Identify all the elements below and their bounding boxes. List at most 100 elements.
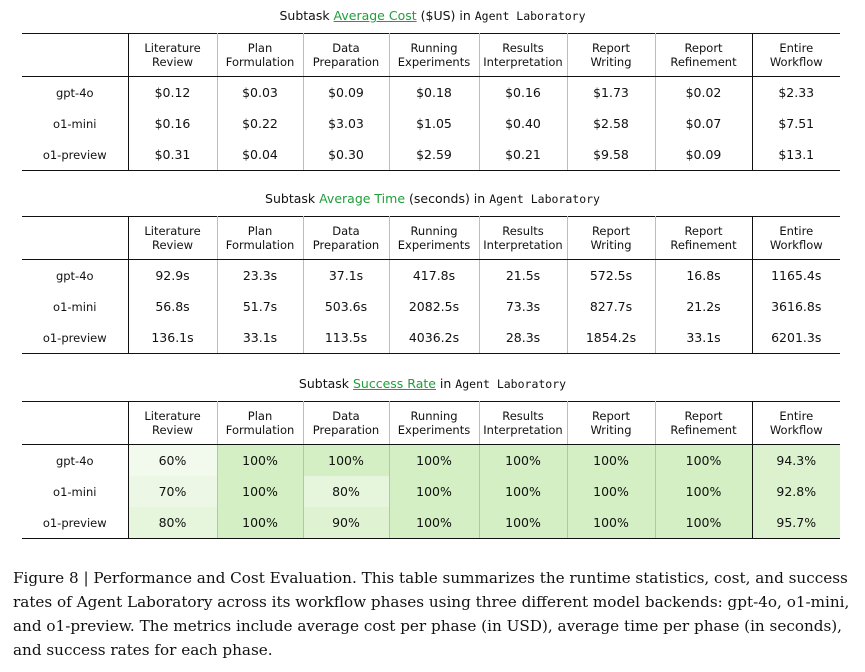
value-cell: $0.30 — [303, 139, 390, 171]
column-header: Report Refinement — [655, 33, 752, 77]
success-rate-table: Literature Review Plan Formulation Data Prepa… — [22, 401, 840, 539]
table-row: o1-mini $0.16 $0.22 $3.03 $1.05 $0.40 $2.58 $0.… — [22, 108, 840, 139]
title-system-name: Agent Laboratory — [489, 192, 600, 206]
corner-cell — [22, 401, 129, 445]
value-cell: 33.1s — [217, 322, 304, 354]
column-header: Plan Formulation — [217, 216, 304, 260]
column-header-line: Writing — [590, 423, 632, 437]
value-cell: 100% — [389, 444, 480, 476]
value-cell: 92.9s — [128, 259, 218, 291]
title-highlight: Success Rate — [353, 376, 436, 391]
column-header-line: Report — [684, 409, 723, 423]
value-cell: 100% — [389, 507, 480, 539]
value-cell: 100% — [567, 476, 656, 507]
value-cell: $0.16 — [128, 108, 218, 139]
time-table: Literature Review Plan Formulation Data Prepa… — [22, 216, 840, 354]
column-header: Running Experiments — [389, 216, 480, 260]
column-header: Running Experiments — [389, 401, 480, 445]
column-header-line: Workflow — [769, 423, 823, 437]
column-header-line: Running — [410, 224, 458, 238]
value-cell: 94.3% — [751, 444, 840, 476]
column-header-line: Literature — [144, 409, 201, 423]
value-cell: 80% — [303, 476, 390, 507]
value-cell: 70% — [128, 476, 218, 507]
column-header: Report Refinement — [655, 216, 752, 260]
value-cell: $0.09 — [655, 139, 752, 171]
value-cell: 113.5s — [303, 322, 390, 354]
column-header-line: Writing — [590, 238, 632, 252]
title-highlight: Average Time — [319, 191, 406, 206]
column-header-line: Review — [151, 423, 194, 437]
success-table-title: Subtask Success Rate in Agent Laboratory — [0, 376, 865, 391]
column-header-line: Experiments — [397, 238, 471, 252]
model-label: o1-preview — [22, 139, 129, 171]
value-cell: 100% — [217, 476, 304, 507]
value-cell: 100% — [655, 476, 752, 507]
table-row: o1-mini 56.8s 51.7s 503.6s 2082.5s 73.3s 827.7… — [22, 291, 840, 322]
column-header-line: Interpretation — [483, 423, 563, 437]
column-header-line: Data — [332, 41, 360, 55]
value-cell: $3.03 — [303, 108, 390, 139]
figure-caption: Figure 8 | Performance and Cost Evaluati… — [13, 569, 850, 659]
column-header-line: Literature — [144, 41, 201, 55]
column-header: Entire Workflow — [751, 216, 840, 260]
column-header-line: Report — [684, 224, 723, 238]
column-header: Entire Workflow — [751, 401, 840, 445]
value-cell: $0.40 — [479, 108, 568, 139]
column-header-line: Report — [591, 41, 631, 55]
column-header-line: Preparation — [312, 238, 380, 252]
value-cell: 1854.2s — [567, 322, 656, 354]
value-cell: $13.1 — [751, 139, 840, 171]
model-label: gpt-4o — [22, 259, 129, 291]
column-header-line: Experiments — [397, 55, 471, 69]
column-header-line: Experiments — [397, 423, 471, 437]
value-cell: $2.59 — [389, 139, 480, 171]
column-header-line: Refinement — [670, 423, 737, 437]
column-header: Results Interpretation — [479, 216, 568, 260]
column-header: Literature Review — [128, 33, 218, 77]
column-header-line: Refinement — [670, 55, 737, 69]
column-header-line: Formulation — [225, 55, 295, 69]
value-cell: 100% — [389, 476, 480, 507]
value-cell: $2.33 — [751, 76, 840, 108]
model-label: gpt-4o — [22, 444, 129, 476]
column-header-line: Entire — [779, 41, 814, 55]
value-cell: $1.73 — [567, 76, 656, 108]
column-header-line: Running — [410, 409, 458, 423]
column-header: Results Interpretation — [479, 401, 568, 445]
value-cell: $9.58 — [567, 139, 656, 171]
column-header: Literature Review — [128, 216, 218, 260]
value-cell: 572.5s — [567, 259, 656, 291]
value-cell: 100% — [567, 507, 656, 539]
value-cell: 100% — [303, 444, 390, 476]
column-header-line: Report — [591, 409, 631, 423]
column-header-line: Report — [684, 41, 723, 55]
value-cell: 21.2s — [686, 299, 721, 314]
model-label: gpt-4o — [22, 76, 129, 108]
column-header: Report Writing — [567, 33, 656, 77]
value-cell: $0.31 — [128, 139, 218, 171]
value-cell: 23.3s — [217, 259, 304, 291]
value-cell: 56.8s — [128, 291, 218, 322]
column-header-line: Interpretation — [483, 238, 563, 252]
column-header: Entire Workflow — [751, 33, 840, 77]
value-cell: 60% — [128, 444, 218, 476]
title-prefix: Subtask — [265, 191, 320, 206]
value-cell: $7.51 — [751, 108, 840, 139]
title-suffix: ($US) in — [416, 8, 475, 23]
column-header: Literature Review — [128, 401, 218, 445]
column-header-line: Running — [410, 41, 458, 55]
value-cell: 73.3s — [479, 291, 568, 322]
column-header-line: Entire — [779, 224, 814, 238]
column-header-line: Results — [502, 409, 544, 423]
table-row: o1-preview $0.31 $0.04 $0.30 $2.59 $0.21 $9.58… — [22, 139, 840, 171]
value-cell: 80% — [128, 507, 218, 539]
column-header-line: Review — [151, 238, 194, 252]
value-cell: $0.12 — [128, 76, 218, 108]
value-cell: $0.02 — [685, 85, 722, 100]
value-cell: 503.6s — [303, 291, 390, 322]
column-header-line: Report — [591, 224, 631, 238]
model-label: o1-mini — [22, 291, 129, 322]
model-label: o1-preview — [22, 507, 129, 539]
value-cell: 95.7% — [751, 507, 840, 539]
